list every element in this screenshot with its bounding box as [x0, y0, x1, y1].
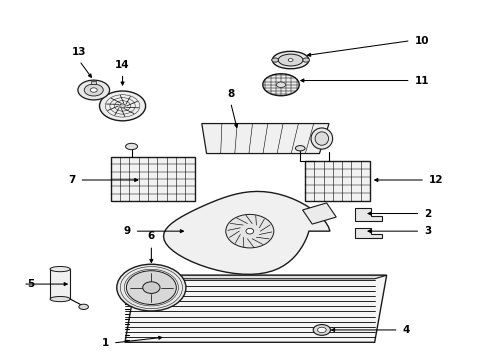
Polygon shape: [355, 228, 382, 238]
Ellipse shape: [78, 80, 110, 100]
Text: 14: 14: [115, 60, 130, 69]
Text: 5: 5: [27, 279, 34, 289]
Text: 11: 11: [415, 76, 429, 86]
Ellipse shape: [84, 84, 103, 96]
Bar: [91, 81, 96, 84]
Ellipse shape: [117, 264, 186, 311]
Text: 13: 13: [72, 47, 87, 57]
Ellipse shape: [272, 58, 278, 62]
Ellipse shape: [143, 282, 160, 293]
Text: 10: 10: [415, 36, 429, 46]
Ellipse shape: [303, 58, 310, 62]
Ellipse shape: [276, 82, 286, 87]
Ellipse shape: [311, 128, 333, 149]
Ellipse shape: [272, 51, 309, 69]
Ellipse shape: [226, 215, 274, 248]
Bar: [50, 269, 70, 299]
Ellipse shape: [288, 59, 293, 62]
Text: 8: 8: [227, 89, 234, 99]
Ellipse shape: [50, 297, 70, 302]
Text: 2: 2: [424, 208, 431, 219]
Text: 12: 12: [429, 175, 443, 185]
Bar: [305, 161, 370, 201]
Polygon shape: [164, 192, 330, 274]
Polygon shape: [303, 203, 336, 224]
Text: 3: 3: [424, 226, 431, 236]
Ellipse shape: [79, 304, 89, 310]
Ellipse shape: [50, 266, 70, 272]
Ellipse shape: [246, 228, 254, 234]
Ellipse shape: [278, 54, 303, 66]
Text: 4: 4: [402, 325, 410, 335]
Text: 1: 1: [102, 338, 109, 348]
Ellipse shape: [125, 143, 138, 150]
Ellipse shape: [263, 74, 299, 96]
Polygon shape: [125, 275, 387, 279]
Text: 7: 7: [68, 175, 75, 185]
Ellipse shape: [313, 325, 330, 335]
Text: 9: 9: [123, 226, 131, 236]
Ellipse shape: [315, 132, 329, 145]
Ellipse shape: [99, 91, 146, 121]
Ellipse shape: [126, 271, 176, 305]
Polygon shape: [355, 208, 382, 221]
Text: 6: 6: [148, 231, 155, 242]
Polygon shape: [125, 275, 387, 342]
Ellipse shape: [318, 327, 326, 333]
Polygon shape: [202, 123, 329, 154]
Ellipse shape: [295, 145, 305, 151]
Bar: [111, 157, 195, 201]
Ellipse shape: [90, 88, 97, 92]
Ellipse shape: [120, 104, 125, 108]
